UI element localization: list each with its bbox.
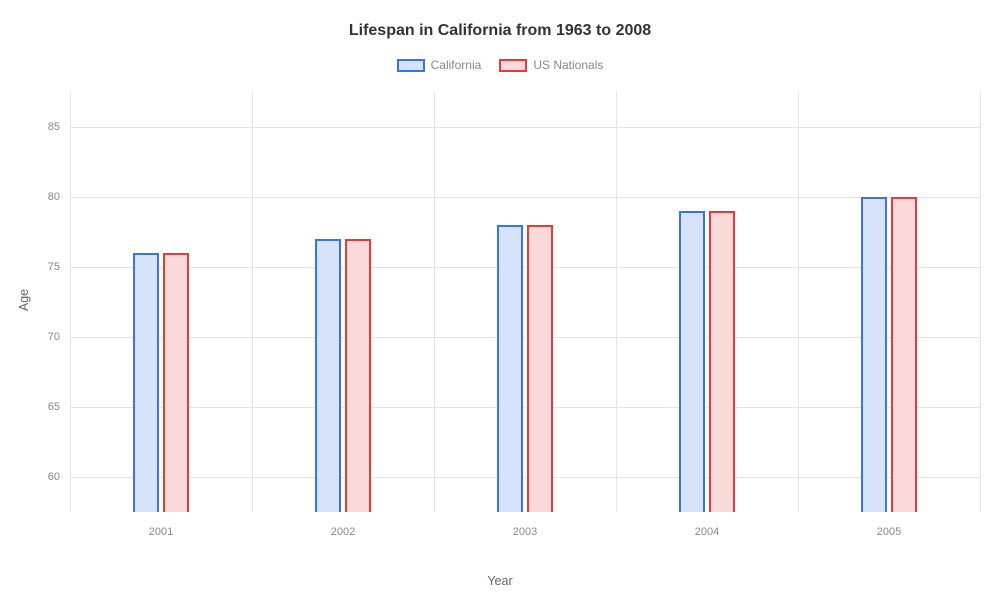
y-tick-label: 75 xyxy=(48,261,60,273)
x-tick-label: 2004 xyxy=(695,526,719,538)
gridline-v xyxy=(70,92,71,512)
x-tick-label: 2005 xyxy=(877,526,901,538)
bar-california xyxy=(679,211,705,512)
bar-california xyxy=(315,239,341,512)
bar-california xyxy=(133,253,159,512)
y-tick-label: 85 xyxy=(48,121,60,133)
gridline-v xyxy=(252,92,253,512)
legend-label-california: California xyxy=(431,58,482,72)
chart-container: Lifespan in California from 1963 to 2008… xyxy=(0,0,1000,600)
bar-california xyxy=(861,197,887,512)
legend-swatch-us-nationals xyxy=(499,59,527,72)
gridline-h xyxy=(70,407,980,408)
y-tick-label: 65 xyxy=(48,401,60,413)
bar-us-nationals xyxy=(709,211,735,512)
gridline-h xyxy=(70,267,980,268)
plot-area: 60657075808520012002200320042005 xyxy=(70,92,980,512)
gridline-v xyxy=(434,92,435,512)
legend-item-us-nationals: US Nationals xyxy=(499,58,603,72)
y-axis-label: Age xyxy=(17,289,31,311)
legend-label-us-nationals: US Nationals xyxy=(533,58,603,72)
x-tick-label: 2002 xyxy=(331,526,355,538)
chart-title: Lifespan in California from 1963 to 2008 xyxy=(0,0,1000,40)
gridline-v xyxy=(980,92,981,512)
bar-us-nationals xyxy=(163,253,189,512)
bar-us-nationals xyxy=(527,225,553,512)
gridline-v xyxy=(798,92,799,512)
y-tick-label: 60 xyxy=(48,471,60,483)
bar-us-nationals xyxy=(345,239,371,512)
gridline-v xyxy=(616,92,617,512)
gridline-h xyxy=(70,337,980,338)
legend-item-california: California xyxy=(397,58,482,72)
gridline-h xyxy=(70,477,980,478)
bar-california xyxy=(497,225,523,512)
legend-swatch-california xyxy=(397,59,425,72)
x-tick-label: 2003 xyxy=(513,526,537,538)
gridline-h xyxy=(70,197,980,198)
x-tick-label: 2001 xyxy=(149,526,173,538)
y-tick-label: 70 xyxy=(48,331,60,343)
legend: California US Nationals xyxy=(0,58,1000,72)
gridline-h xyxy=(70,127,980,128)
bar-us-nationals xyxy=(891,197,917,512)
y-tick-label: 80 xyxy=(48,191,60,203)
x-axis-label: Year xyxy=(487,574,512,588)
